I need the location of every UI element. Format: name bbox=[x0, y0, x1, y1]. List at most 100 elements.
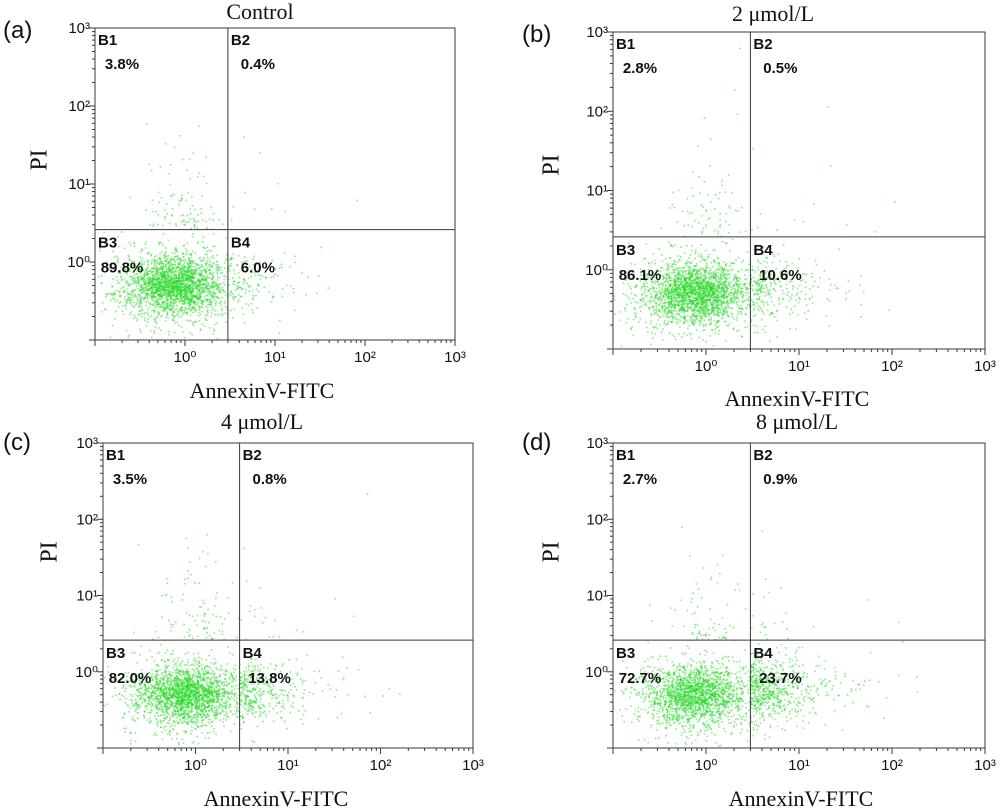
scatter-point bbox=[714, 290, 717, 293]
scatter-point bbox=[229, 270, 232, 273]
scatter-panel: 10⁰ 10¹ 10² 10³10⁰10¹10²10³B13.8%B20.4%B389… bbox=[3, 0, 466, 403]
scatter-point bbox=[202, 265, 205, 268]
scatter-point bbox=[157, 300, 160, 303]
scatter-point bbox=[191, 282, 194, 284]
scatter-point bbox=[143, 263, 145, 266]
scatter-point bbox=[731, 294, 734, 297]
scatter-point bbox=[735, 296, 738, 299]
scatter-point bbox=[136, 276, 139, 279]
scatter-point bbox=[661, 287, 663, 290]
scatter-point bbox=[170, 258, 173, 261]
scatter-point bbox=[713, 207, 716, 210]
scatter-point bbox=[153, 262, 156, 265]
scatter-point bbox=[193, 305, 196, 307]
scatter-point bbox=[157, 313, 160, 316]
scatter-point bbox=[673, 206, 676, 209]
scatter-point bbox=[717, 333, 720, 336]
scatter-point bbox=[718, 329, 721, 332]
scatter-point bbox=[182, 264, 185, 267]
scatter-point bbox=[136, 298, 139, 301]
scatter-point bbox=[183, 244, 186, 247]
scatter-point bbox=[168, 270, 171, 273]
scatter-point bbox=[208, 269, 211, 272]
scatter-point bbox=[674, 338, 677, 341]
scatter-point bbox=[149, 269, 152, 272]
scatter-point bbox=[695, 275, 698, 278]
scatter-point bbox=[129, 283, 131, 286]
scatter-point bbox=[211, 306, 214, 308]
scatter-point bbox=[699, 286, 702, 289]
scatter-point bbox=[702, 312, 705, 315]
scatter-point bbox=[137, 300, 140, 303]
scatter-point bbox=[271, 259, 274, 262]
scatter-point bbox=[638, 306, 641, 309]
scatter-point bbox=[707, 218, 710, 221]
scatter-point bbox=[676, 221, 679, 224]
scatter-point bbox=[697, 281, 700, 284]
scatter-point bbox=[706, 290, 709, 293]
scatter-point bbox=[162, 262, 165, 265]
scatter-point bbox=[202, 259, 205, 262]
scatter-point bbox=[194, 252, 197, 254]
scatter-point bbox=[133, 277, 136, 279]
scatter-point bbox=[170, 256, 173, 259]
scatter-point bbox=[151, 271, 154, 273]
scatter-point bbox=[188, 158, 191, 161]
scatter-point bbox=[242, 270, 245, 272]
scatter-point bbox=[711, 303, 714, 306]
scatter-point bbox=[664, 319, 666, 322]
scatter-point bbox=[680, 269, 683, 272]
scatter-point bbox=[170, 214, 173, 217]
scatter-point bbox=[200, 274, 203, 277]
scatter-point bbox=[236, 263, 239, 266]
scatter-point bbox=[205, 279, 208, 282]
scatter-point bbox=[634, 301, 637, 303]
scatter-point bbox=[118, 272, 120, 275]
scatter-point bbox=[268, 290, 271, 293]
scatter-point bbox=[735, 259, 737, 262]
scatter-point bbox=[166, 288, 169, 291]
scatter-point bbox=[189, 295, 192, 298]
scatter-point bbox=[201, 323, 203, 326]
scatter-point bbox=[654, 259, 656, 262]
scatter-point bbox=[645, 294, 648, 297]
scatter-point bbox=[686, 210, 689, 213]
scatter-point bbox=[197, 214, 199, 217]
scatter-point bbox=[256, 306, 259, 309]
scatter-point bbox=[722, 309, 725, 312]
scatter-point bbox=[203, 295, 206, 298]
scatter-point bbox=[283, 251, 286, 254]
scatter-point bbox=[136, 318, 139, 321]
scatter-point bbox=[179, 259, 182, 262]
scatter-point bbox=[174, 246, 177, 249]
scatter-point bbox=[733, 295, 736, 298]
scatter-point bbox=[735, 301, 738, 304]
scatter-point bbox=[184, 310, 186, 313]
scatter-point bbox=[124, 291, 127, 294]
scatter-point bbox=[829, 165, 832, 168]
scatter-point bbox=[704, 315, 707, 318]
scatter-point bbox=[157, 299, 160, 302]
scatter-point bbox=[614, 313, 617, 316]
scatter-point bbox=[137, 282, 140, 285]
scatter-point bbox=[161, 309, 164, 312]
scatter-point bbox=[678, 325, 681, 328]
scatter-point bbox=[183, 286, 186, 288]
scatter-point bbox=[717, 197, 720, 200]
scatter-point bbox=[167, 280, 170, 283]
scatter-point bbox=[190, 294, 193, 296]
scatter-point bbox=[721, 300, 724, 303]
scatter-point bbox=[186, 279, 189, 282]
scatter-point bbox=[141, 257, 144, 260]
scatter-point bbox=[177, 287, 180, 290]
scatter-point bbox=[164, 247, 167, 249]
scatter-point bbox=[704, 323, 707, 326]
scatter-point bbox=[144, 270, 147, 273]
panel-title: Control bbox=[226, 0, 293, 24]
scatter-point bbox=[747, 292, 749, 295]
scatter-point bbox=[146, 277, 149, 280]
scatter-point bbox=[224, 290, 226, 293]
scatter-point bbox=[179, 282, 181, 285]
scatter-point bbox=[181, 306, 184, 309]
scatter-point bbox=[678, 277, 681, 280]
